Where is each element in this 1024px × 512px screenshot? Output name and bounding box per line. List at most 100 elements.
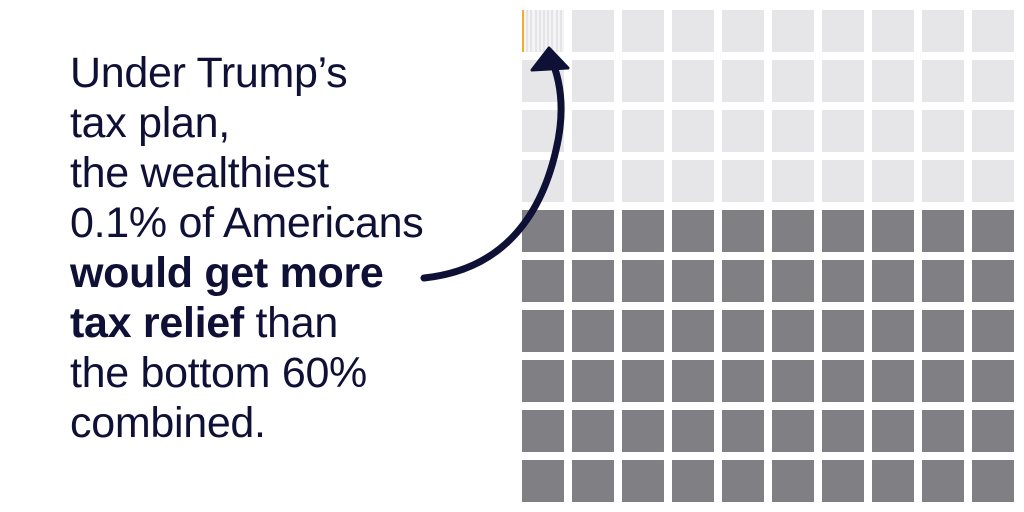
waffle-cell-dark xyxy=(922,260,964,302)
waffle-cell-dark xyxy=(872,410,914,452)
waffle-cell-light xyxy=(522,110,564,152)
waffle-cell-dark xyxy=(772,410,814,452)
waffle-cell-dark xyxy=(672,210,714,252)
waffle-cell-light xyxy=(872,160,914,202)
headline-line-4: 0.1% of Americans xyxy=(70,199,424,247)
waffle-cell-dark xyxy=(622,210,664,252)
waffle-cell-light xyxy=(622,110,664,152)
waffle-cell-dark xyxy=(672,260,714,302)
waffle-cell-dark xyxy=(922,310,964,352)
waffle-cell-dark xyxy=(522,460,564,502)
waffle-cell-dark xyxy=(772,310,814,352)
waffle-cell-dark xyxy=(622,260,664,302)
waffle-cell-dark xyxy=(972,260,1014,302)
waffle-cell-dark xyxy=(572,460,614,502)
waffle-cell-dark xyxy=(522,210,564,252)
waffle-cell-light xyxy=(972,110,1014,152)
cell-sliver xyxy=(551,10,553,52)
waffle-cell-light xyxy=(922,10,964,52)
waffle-cell-dark xyxy=(572,360,614,402)
waffle-cell-light xyxy=(822,160,864,202)
waffle-cell-dark xyxy=(872,460,914,502)
waffle-cell-light xyxy=(922,160,964,202)
cell-sliver xyxy=(539,10,541,52)
waffle-cell-dark xyxy=(722,310,764,352)
waffle-cell-light xyxy=(572,60,614,102)
waffle-cell-light xyxy=(672,10,714,52)
cell-sliver xyxy=(526,10,528,52)
waffle-cell-light xyxy=(722,160,764,202)
waffle-cell-dark xyxy=(822,260,864,302)
cell-sliver xyxy=(560,10,562,52)
cell-sliver xyxy=(556,10,558,52)
headline-line-6-bold: tax relief xyxy=(70,299,244,347)
cell-sliver xyxy=(535,10,537,52)
waffle-cell-dark xyxy=(922,410,964,452)
waffle-cell-dark xyxy=(872,210,914,252)
waffle-cell-light xyxy=(922,110,964,152)
waffle-cell-light xyxy=(872,10,914,52)
waffle-cell-light xyxy=(972,60,1014,102)
highlight-sliver xyxy=(522,10,524,52)
waffle-cell-light xyxy=(622,60,664,102)
waffle-cell-dark xyxy=(972,310,1014,352)
waffle-cell-dark xyxy=(872,360,914,402)
headline-line-8: combined. xyxy=(70,399,266,447)
waffle-cell-dark xyxy=(822,360,864,402)
waffle-cell-dark xyxy=(622,460,664,502)
waffle-grid xyxy=(522,10,1022,510)
waffle-cell-light xyxy=(622,160,664,202)
waffle-cell-light xyxy=(572,160,614,202)
waffle-cell-dark xyxy=(772,460,814,502)
waffle-cell-light xyxy=(672,160,714,202)
waffle-cell-dark xyxy=(672,460,714,502)
waffle-cell-light xyxy=(822,10,864,52)
headline-line-2: tax plan, xyxy=(70,99,230,147)
waffle-cell-dark xyxy=(572,210,614,252)
waffle-cell-dark xyxy=(622,410,664,452)
headline-line-6-rest: than xyxy=(243,299,339,347)
waffle-cell-dark xyxy=(572,260,614,302)
waffle-cell-dark xyxy=(572,410,614,452)
waffle-cell-light xyxy=(522,60,564,102)
waffle-cell-dark xyxy=(622,360,664,402)
waffle-cell-light xyxy=(522,160,564,202)
waffle-cell-dark xyxy=(722,260,764,302)
waffle-cell-light xyxy=(772,10,814,52)
waffle-cell-dark xyxy=(772,360,814,402)
cell-sliver xyxy=(543,10,545,52)
waffle-cell-dark xyxy=(972,360,1014,402)
waffle-cell-dark xyxy=(822,410,864,452)
waffle-cell-light xyxy=(972,160,1014,202)
waffle-cell-dark xyxy=(522,360,564,402)
waffle-cell-dark xyxy=(722,210,764,252)
waffle-cell-dark xyxy=(772,260,814,302)
waffle-cell-light xyxy=(872,60,914,102)
waffle-cell-light xyxy=(722,110,764,152)
waffle-cell-light xyxy=(672,110,714,152)
waffle-cell-dark xyxy=(922,210,964,252)
waffle-cell-light xyxy=(572,110,614,152)
headline-line-5-bold: would get more xyxy=(70,249,384,297)
waffle-cell-light xyxy=(822,60,864,102)
waffle-cell-dark xyxy=(772,210,814,252)
waffle-cell-light xyxy=(772,110,814,152)
waffle-cell-dark xyxy=(972,410,1014,452)
waffle-cell-light xyxy=(672,60,714,102)
waffle-cell-dark xyxy=(522,260,564,302)
waffle-cell-light xyxy=(972,10,1014,52)
headline-line-6: tax relief than xyxy=(70,298,490,348)
headline-line-7: the bottom 60% xyxy=(70,349,367,397)
waffle-cell-light xyxy=(722,10,764,52)
waffle-cell-dark xyxy=(822,210,864,252)
waffle-cell-dark xyxy=(722,410,764,452)
waffle-cell-light xyxy=(772,160,814,202)
waffle-cell-dark xyxy=(972,460,1014,502)
waffle-cell-dark xyxy=(872,310,914,352)
waffle-cell-light xyxy=(572,10,614,52)
headline-line-3: the wealthiest xyxy=(70,149,329,197)
waffle-cell-dark xyxy=(522,310,564,352)
waffle-cell-dark xyxy=(672,360,714,402)
waffle-cell-dark xyxy=(922,460,964,502)
waffle-cell-dark xyxy=(822,460,864,502)
